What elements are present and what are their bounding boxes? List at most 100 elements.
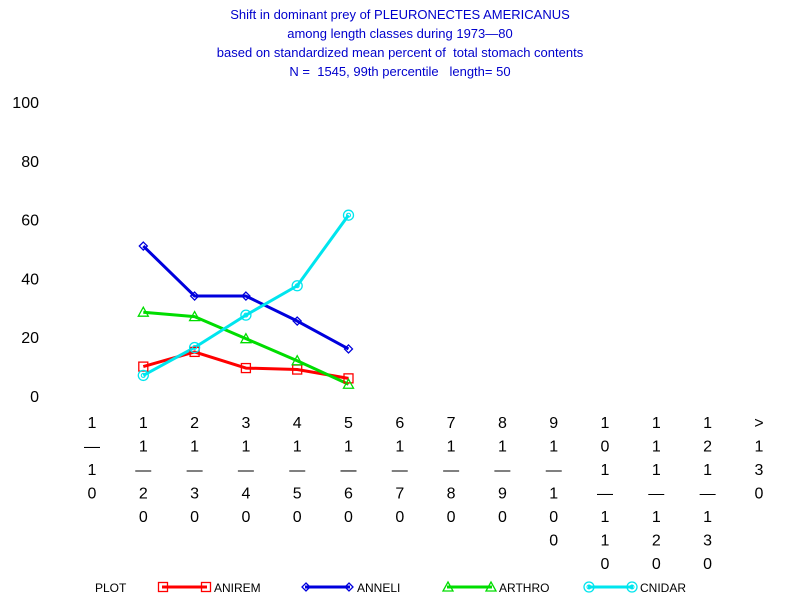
legend-item-anneli: ANNELI (301, 581, 400, 595)
x-tick-char: 1 (652, 509, 661, 526)
x-tick-label: 1 2 1 — 1 3 0 (700, 415, 716, 573)
x-tick-char: 5 (293, 486, 302, 503)
x-tick-char: — (700, 486, 716, 503)
x-tick-char: 0 (754, 486, 763, 503)
x-tick-char: 1 (652, 439, 661, 456)
data-point-anirem (240, 362, 252, 374)
legend-marker (200, 581, 212, 593)
x-tick-char: 3 (754, 462, 763, 479)
x-tick-char: 1 (498, 439, 507, 456)
x-tick-label: 1 0 1 — 1 1 0 (597, 415, 613, 573)
y-tick-label: 40 (21, 271, 39, 288)
x-tick-char: 1 (601, 415, 610, 432)
x-tick-char: 7 (395, 486, 404, 503)
x-tick-char: 0 (549, 533, 558, 550)
chart-title: Shift in dominant prey of PLEURONECTES A… (0, 5, 800, 81)
x-tick-char: 0 (241, 509, 250, 526)
x-tick-label: 9 1 — 1 0 0 (546, 415, 562, 550)
series-line-anirem (142, 350, 349, 380)
x-tick-char: 1 (88, 462, 97, 479)
title-line: N = 1545, 99th percentile length= 50 (289, 64, 511, 79)
x-tick-char: 1 (549, 486, 558, 503)
series-line-anneli (142, 244, 350, 351)
x-tick-label: >1 3 0 (754, 415, 763, 503)
data-point-cnidar (137, 369, 149, 382)
x-tick-char: 1 (601, 462, 610, 479)
x-tick-char: 0 (447, 509, 456, 526)
x-tick-char: 3 (703, 533, 712, 550)
x-tick-char: 0 (190, 509, 199, 526)
x-tick-char: 2 (652, 533, 661, 550)
x-tick-char: 1 (190, 439, 199, 456)
x-tick-char: 6 (344, 486, 353, 503)
x-tick-char: 1 (703, 415, 712, 432)
legend-label: ARTHRO (499, 581, 549, 595)
x-tick-char: 0 (601, 556, 610, 573)
x-tick-char: 0 (652, 556, 661, 573)
data-point-cnidar (291, 280, 303, 292)
x-tick-char: — (648, 486, 664, 503)
x-tick-char: 1 (703, 462, 712, 479)
data-point-cnidar (188, 341, 201, 354)
data-point-anneli (138, 241, 149, 251)
legend-marker (626, 581, 638, 593)
x-tick-char: 1 (652, 415, 661, 432)
x-tick-char: — (341, 462, 357, 479)
y-tick-label: 100 (12, 95, 39, 112)
series-lines (142, 214, 350, 386)
legend-marker (583, 581, 595, 593)
legend-marker (157, 581, 169, 593)
data-point-cnidar (342, 209, 355, 221)
x-tick-char: 8 (498, 415, 507, 432)
x-tick-char: 1 (395, 439, 404, 456)
x-tick-char: 1 (241, 439, 250, 456)
x-tick-label: 8 1 — 9 0 (494, 415, 510, 526)
legend-item-cnidar: CNIDAR (583, 581, 686, 595)
data-point-anirem (138, 361, 149, 372)
x-tick-char: — (546, 462, 562, 479)
x-tick-char: 1 (139, 415, 148, 432)
legend-item-arthro: ARTHRO (441, 580, 549, 595)
legend-label: CNIDAR (640, 581, 686, 595)
x-tick-label: 1 — 1 0 (84, 415, 100, 503)
x-tick-char: 1 (447, 439, 456, 456)
x-tick-char: 0 (139, 509, 148, 526)
x-tick-char: 9 (498, 486, 507, 503)
x-tick-char: 3 (241, 415, 250, 432)
x-tick-label: 4 1 — 5 0 (289, 415, 305, 526)
x-tick-char: — (135, 462, 151, 479)
data-point-anneli (292, 316, 303, 326)
x-tick-char: 9 (549, 415, 558, 432)
x-tick-char: 7 (447, 415, 456, 432)
data-point-anneli (343, 344, 354, 354)
x-tick-char: 1 (88, 415, 97, 432)
legend: PLOT ANIREM ANNELI ARTHRO CNIDAR (95, 580, 686, 595)
x-tick-char: 0 (293, 509, 302, 526)
title-line: based on standardized mean percent of to… (216, 45, 584, 60)
data-point-arthro (188, 310, 201, 322)
data-point-anirem (189, 346, 200, 358)
x-tick-char: 4 (293, 415, 302, 432)
data-point-anneli (189, 291, 200, 301)
y-tick-label: 80 (21, 154, 39, 171)
x-tick-char: 1 (344, 439, 353, 456)
x-tick-char: 1 (139, 439, 148, 456)
legend-title: PLOT (95, 581, 127, 595)
x-tick-char: — (84, 439, 100, 456)
x-tick-label: 2 1 — 3 0 (187, 415, 203, 526)
y-tick-label: 60 (21, 213, 39, 230)
data-point-anneli (240, 291, 251, 301)
data-point-arthro (291, 354, 304, 366)
x-tick-char: 0 (549, 509, 558, 526)
title-line: among length classes during 1973—80 (287, 26, 513, 41)
legend-marker (344, 582, 354, 592)
x-tick-char: 0 (703, 556, 712, 573)
legend-label: ANNELI (357, 581, 400, 595)
legend-marker (301, 582, 311, 592)
x-tick-char: > (754, 415, 763, 432)
data-point-arthro (342, 377, 355, 389)
data-point-arthro (137, 305, 150, 317)
y-axis-ticks: 0 20 40 60 80 100 (12, 95, 39, 406)
x-tick-label: 3 1 — 4 0 (238, 415, 254, 526)
data-point-arthro (239, 332, 253, 344)
